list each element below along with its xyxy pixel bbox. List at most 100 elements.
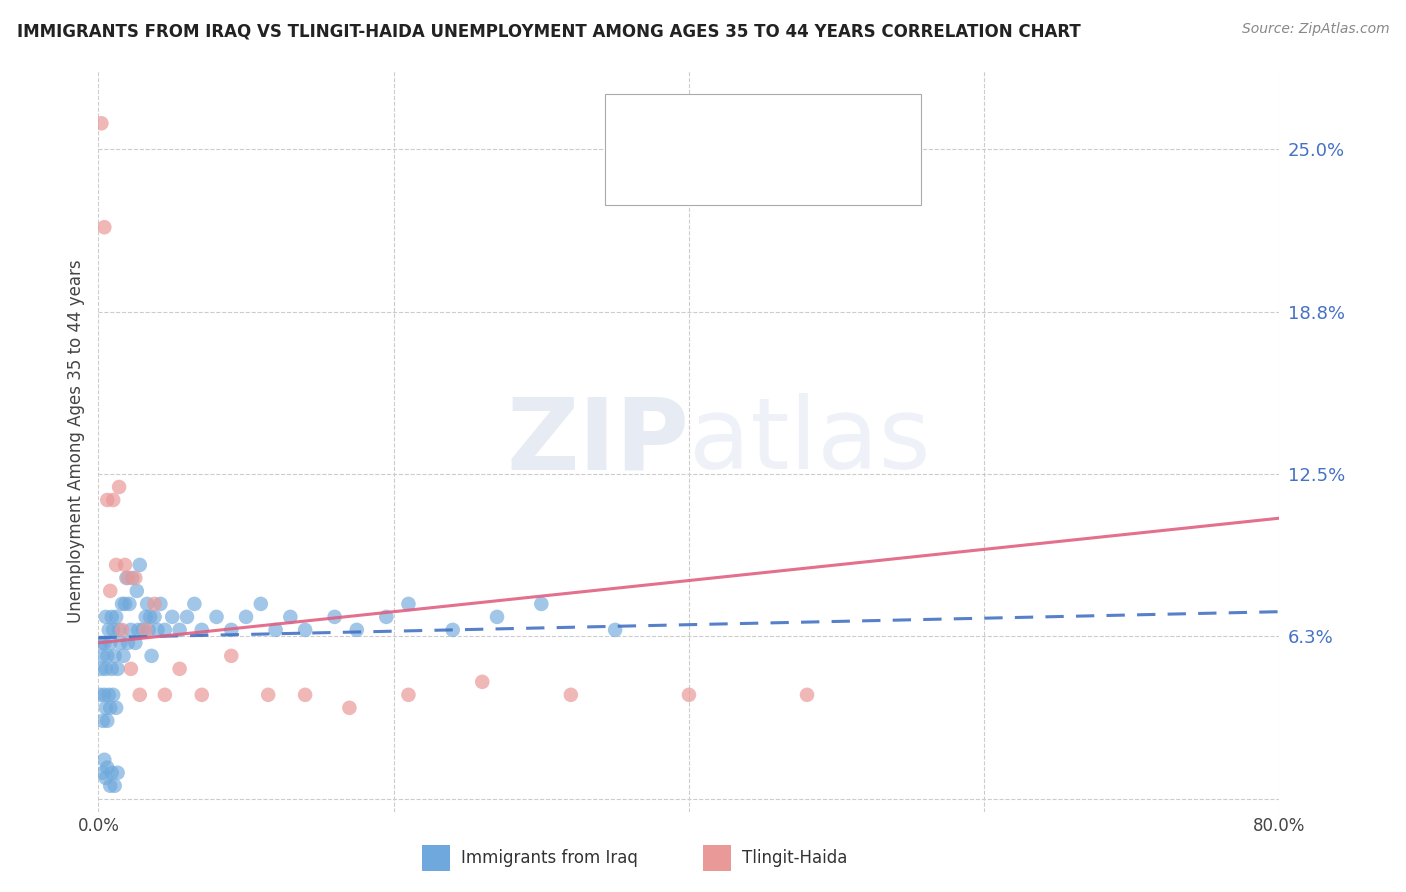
Text: atlas: atlas (689, 393, 931, 490)
Point (93, 753, 115, 767)
Point (110, 636, 132, 650)
Point (149, 597, 172, 611)
Point (398, 597, 420, 611)
Point (98, 636, 121, 650)
Point (138, 623, 160, 637)
Point (486, 610, 509, 624)
Point (94, 771, 117, 785)
Point (235, 610, 257, 624)
Point (98, 701, 121, 715)
Point (132, 623, 155, 637)
Point (153, 688, 176, 702)
Point (114, 558, 136, 572)
Point (114, 597, 136, 611)
Point (221, 623, 243, 637)
Point (169, 623, 191, 637)
Point (105, 701, 128, 715)
Point (94, 610, 117, 624)
Point (162, 610, 183, 624)
Point (115, 571, 138, 585)
Point (100, 610, 122, 624)
Point (294, 623, 316, 637)
Text: 0.040: 0.040 (704, 111, 756, 128)
Point (104, 648, 127, 663)
Point (103, 688, 125, 702)
Point (107, 765, 129, 780)
Y-axis label: Unemployment Among Ages 35 to 44 years: Unemployment Among Ages 35 to 44 years (66, 260, 84, 624)
Point (139, 610, 162, 624)
Text: 27: 27 (803, 170, 827, 188)
Point (143, 610, 166, 624)
Point (91, 765, 114, 780)
Point (250, 597, 273, 611)
Point (121, 571, 143, 585)
Point (117, 571, 139, 585)
Point (120, 662, 142, 676)
Text: IMMIGRANTS FROM IRAQ VS TLINGIT-HAIDA UNEMPLOYMENT AMONG AGES 35 TO 44 YEARS COR: IMMIGRANTS FROM IRAQ VS TLINGIT-HAIDA UN… (17, 22, 1081, 40)
Point (107, 662, 129, 676)
Point (93, 636, 115, 650)
Point (96, 714, 118, 728)
Point (796, 688, 818, 702)
Point (93, 220, 115, 235)
Point (105, 610, 128, 624)
Point (111, 597, 134, 611)
Point (94, 662, 117, 676)
Point (100, 662, 122, 676)
Point (135, 610, 157, 624)
Text: N =: N = (758, 111, 806, 128)
Text: R =: R = (662, 170, 699, 188)
Point (191, 623, 214, 637)
Point (90, 636, 112, 650)
Point (111, 623, 134, 637)
Point (560, 688, 582, 702)
Point (183, 597, 205, 611)
Text: N =: N = (758, 170, 806, 188)
Point (605, 623, 627, 637)
Point (146, 623, 169, 637)
Point (323, 610, 346, 624)
Point (97, 688, 120, 702)
Point (339, 701, 361, 715)
Text: Tlingit-Haida: Tlingit-Haida (742, 849, 848, 867)
Point (153, 623, 176, 637)
Point (98, 583, 121, 598)
Text: Immigrants from Iraq: Immigrants from Iraq (461, 849, 638, 867)
Point (94, 701, 117, 715)
Point (124, 636, 146, 650)
Point (108, 623, 131, 637)
Point (90, 662, 112, 676)
Point (118, 597, 141, 611)
Point (91, 714, 114, 728)
Point (103, 623, 125, 637)
Point (280, 610, 302, 624)
Point (127, 623, 149, 637)
Point (141, 648, 163, 663)
Point (89, 688, 111, 702)
Point (104, 779, 127, 793)
Point (221, 648, 243, 663)
Point (112, 648, 135, 663)
Point (120, 623, 142, 637)
Point (91, 648, 114, 663)
Point (191, 688, 214, 702)
Point (294, 688, 316, 702)
Point (105, 558, 128, 572)
Point (96, 493, 118, 508)
Point (100, 765, 122, 780)
Point (441, 623, 464, 637)
Point (128, 558, 150, 572)
Point (678, 688, 700, 702)
Text: Source: ZipAtlas.com: Source: ZipAtlas.com (1241, 22, 1389, 37)
Text: 76: 76 (803, 111, 825, 128)
Text: ZIP: ZIP (506, 393, 689, 490)
Point (103, 493, 125, 508)
Point (96, 760, 118, 774)
Point (375, 610, 398, 624)
Point (97, 623, 120, 637)
Point (530, 597, 553, 611)
Point (117, 636, 139, 650)
Point (257, 688, 280, 702)
Point (205, 610, 228, 624)
Point (471, 674, 494, 689)
